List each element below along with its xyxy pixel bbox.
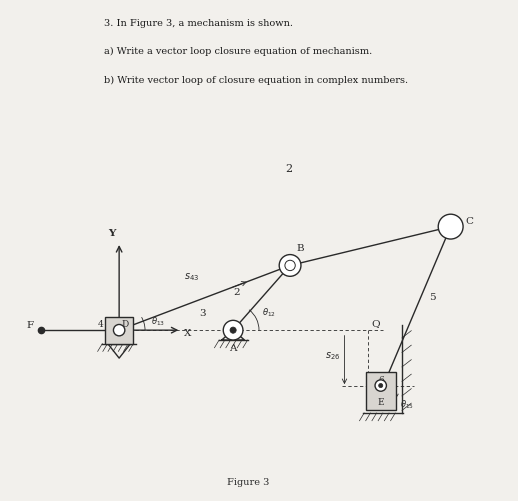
Text: a) Write a vector loop closure equation of mechanism.: a) Write a vector loop closure equation … bbox=[104, 48, 372, 57]
Text: C: C bbox=[465, 217, 473, 226]
Bar bbox=[366, 372, 396, 410]
Text: A: A bbox=[229, 344, 236, 353]
Text: b) Write vector loop of closure equation in complex numbers.: b) Write vector loop of closure equation… bbox=[104, 76, 408, 85]
Text: D: D bbox=[121, 320, 128, 329]
Text: Figure 3: Figure 3 bbox=[227, 478, 270, 487]
Text: Q: Q bbox=[371, 319, 380, 328]
Circle shape bbox=[113, 325, 125, 336]
Circle shape bbox=[223, 320, 243, 340]
Text: $\theta_{15}$: $\theta_{15}$ bbox=[400, 399, 414, 411]
Text: 5: 5 bbox=[429, 294, 435, 303]
Text: 2: 2 bbox=[285, 164, 292, 174]
Text: F: F bbox=[27, 321, 34, 330]
Circle shape bbox=[379, 383, 383, 388]
Circle shape bbox=[230, 327, 236, 333]
Text: Y: Y bbox=[108, 229, 115, 238]
Text: X: X bbox=[184, 329, 191, 338]
Circle shape bbox=[285, 261, 295, 271]
Text: $\theta_{13}$: $\theta_{13}$ bbox=[151, 316, 165, 329]
Text: E: E bbox=[378, 398, 384, 407]
Text: $s_{26}$: $s_{26}$ bbox=[325, 351, 340, 362]
Text: 2: 2 bbox=[233, 288, 240, 297]
Text: 4: 4 bbox=[97, 320, 103, 329]
Text: $s_{43}$: $s_{43}$ bbox=[184, 272, 199, 284]
Text: 3. In Figure 3, a mechanism is shown.: 3. In Figure 3, a mechanism is shown. bbox=[104, 19, 293, 28]
Text: 6: 6 bbox=[379, 376, 384, 385]
Circle shape bbox=[438, 214, 463, 239]
Text: B: B bbox=[296, 244, 304, 253]
Bar bbox=[105, 317, 134, 344]
Text: $\theta_{12}$: $\theta_{12}$ bbox=[262, 307, 276, 319]
Text: 3: 3 bbox=[199, 309, 206, 318]
Circle shape bbox=[279, 255, 301, 277]
Circle shape bbox=[375, 380, 386, 391]
